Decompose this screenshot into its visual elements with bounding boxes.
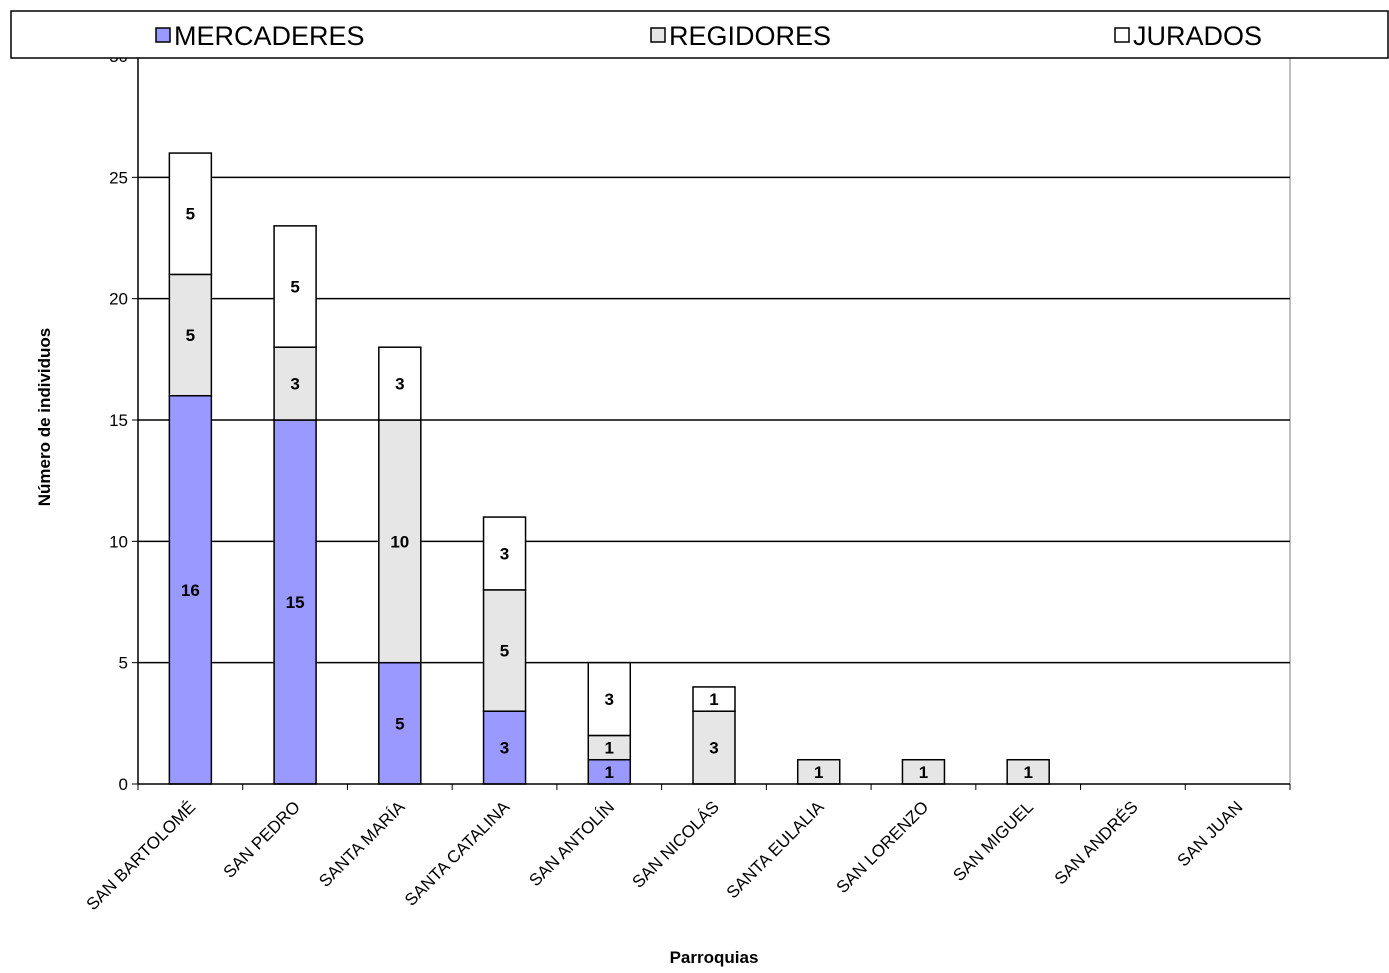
data-label: 1 <box>814 763 823 782</box>
x-tick-label: SAN MIGUEL <box>949 797 1037 885</box>
x-tick-label: SAN LORENZO <box>833 797 933 897</box>
data-label: 1 <box>605 739 614 758</box>
data-label: 5 <box>395 714 404 733</box>
bar-segment <box>1006 758 1050 785</box>
bar-segment <box>168 152 213 276</box>
y-tick-labels: 051015202530 <box>109 47 128 794</box>
y-tick-label: 25 <box>109 168 128 187</box>
data-label: 1 <box>1023 763 1032 782</box>
x-axis-title: Parroquias <box>670 948 759 967</box>
x-tick-label: SAN JUAN <box>1174 797 1247 870</box>
bar-segment <box>692 686 736 712</box>
x-tick-label: SANTA MARÍA <box>315 797 409 891</box>
data-label: 5 <box>290 278 299 297</box>
bar-segment <box>378 346 422 421</box>
data-label: 1 <box>605 763 614 782</box>
bar-segment <box>901 758 946 785</box>
bar-segment <box>168 394 213 785</box>
bar-segment <box>273 419 317 785</box>
y-tick-label: 20 <box>109 290 128 309</box>
legend-box <box>10 10 1389 59</box>
data-label: 5 <box>500 642 509 661</box>
data-label: 16 <box>181 581 200 600</box>
legend-entry: REGIDORES <box>669 21 831 51</box>
data-label: 5 <box>186 205 195 224</box>
data-label: 15 <box>286 593 305 612</box>
data-label: 5 <box>186 326 195 345</box>
data-label: 1 <box>709 690 718 709</box>
bar-segment <box>378 419 422 664</box>
data-labels: 16 5 5 15 3 5 5 10 3 3 5 3 1 1 3 3 1 1 1 1 <box>181 205 1033 782</box>
data-label: 3 <box>500 544 509 563</box>
bar-segment <box>587 661 632 737</box>
x-tick-label: SAN NICOLÁS <box>629 797 723 891</box>
bar-segment <box>482 516 527 591</box>
data-label: 10 <box>390 532 409 551</box>
legend: MERCADERES REGIDORES JURADOS <box>10 10 1389 59</box>
bar-segment <box>273 225 317 348</box>
bar-segment <box>587 758 632 785</box>
data-label: 3 <box>395 375 404 394</box>
x-tick-label: SANTA CATALINA <box>401 797 514 910</box>
y-tick-label: 0 <box>119 775 128 794</box>
legend-swatch <box>650 27 666 43</box>
x-tick-label: SANTA EULALIA <box>723 797 828 902</box>
y-axis-title: Número de individuos <box>35 328 54 507</box>
x-tick-label: SAN ANDRÉS <box>1051 797 1142 888</box>
bar-segment <box>378 661 422 785</box>
x-tick-label: SAN PEDRO <box>220 797 304 881</box>
bar-segment <box>168 273 213 397</box>
data-label: 3 <box>709 739 718 758</box>
data-label: 1 <box>919 763 928 782</box>
data-label: 3 <box>500 739 509 758</box>
data-label: 3 <box>605 690 614 709</box>
x-tick-label: SAN BARTOLOMÉ <box>83 797 200 914</box>
legend-entry: MERCADERES <box>174 21 365 51</box>
legend-swatch <box>1114 27 1130 43</box>
x-tick-label: SAN ANTOLÍN <box>525 797 618 890</box>
y-tick-label: 15 <box>109 411 128 430</box>
y-tick-label: 5 <box>119 654 128 673</box>
legend-swatch <box>155 27 171 43</box>
bars <box>168 152 1050 785</box>
bar-segment <box>273 346 317 421</box>
data-label: 3 <box>290 375 299 394</box>
y-tick-label: 10 <box>109 532 128 551</box>
legend-entry: JURADOS <box>1133 21 1262 51</box>
bar-segment <box>587 734 632 761</box>
